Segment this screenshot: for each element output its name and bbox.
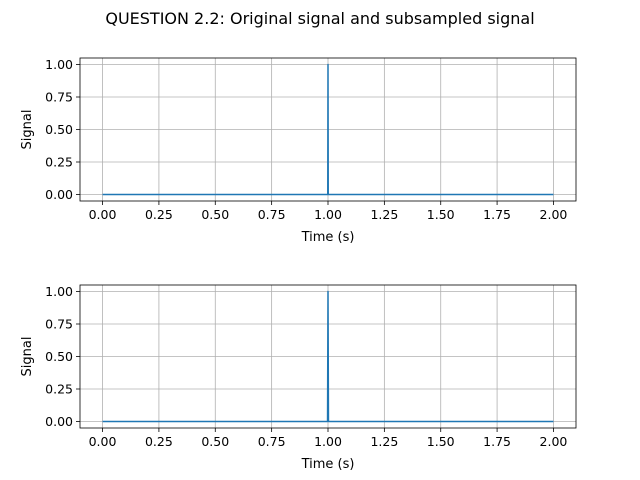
x-tick-label: 1.00 <box>314 207 342 222</box>
x-axis-label: Time (s) <box>301 230 355 245</box>
x-tick-label: 1.25 <box>370 434 398 449</box>
y-tick-label: 1.00 <box>45 284 73 299</box>
y-tick-label: 0.25 <box>45 155 73 170</box>
x-tick-label: 1.00 <box>314 434 342 449</box>
y-tick-label: 0.25 <box>45 382 73 397</box>
subplot-1: 0.00 0.25 0.50 0.75 1.00 1.25 1.50 1.75 2.00 0.00… <box>20 57 577 245</box>
series-line-1 <box>102 290 554 423</box>
x-tick-label: 1.25 <box>370 207 398 222</box>
subplot-2: 0.00 0.25 0.50 0.75 1.00 1.25 1.50 1.75 2.00 0.00… <box>20 284 577 472</box>
x-tick-label: 0.75 <box>258 207 286 222</box>
y-tick-label: 0.00 <box>45 414 73 429</box>
x-tick-label: 2.00 <box>540 207 568 222</box>
y-axis-label: Signal <box>20 110 35 150</box>
x-tick-label: 0.50 <box>201 207 229 222</box>
series-line-1 <box>102 63 554 196</box>
x-tick-label: 0.25 <box>145 207 173 222</box>
x-tick-label: 2.00 <box>540 434 568 449</box>
y-tick-label: 0.00 <box>45 187 73 202</box>
x-tick-label: 0.50 <box>201 434 229 449</box>
x-tick-label: 0.00 <box>89 207 117 222</box>
x-tick-label: 1.50 <box>427 207 455 222</box>
x-axis-label: Time (s) <box>301 457 355 472</box>
x-tick-label: 0.75 <box>258 434 286 449</box>
y-tick-label: 0.75 <box>45 317 73 332</box>
x-tick-label: 1.75 <box>483 207 511 222</box>
chart-title: QUESTION 2.2: Original signal and subsam… <box>105 9 534 28</box>
x-tick-label: 1.75 <box>483 434 511 449</box>
y-axis-label: Signal <box>20 337 35 377</box>
y-tick-label: 1.00 <box>45 57 73 72</box>
x-tick-label: 0.00 <box>89 434 117 449</box>
y-tick-label: 0.50 <box>45 349 73 364</box>
y-tick-label: 0.50 <box>45 122 73 137</box>
x-tick-label: 1.50 <box>427 434 455 449</box>
x-tick-label: 0.25 <box>145 434 173 449</box>
y-tick-label: 0.75 <box>45 90 73 105</box>
